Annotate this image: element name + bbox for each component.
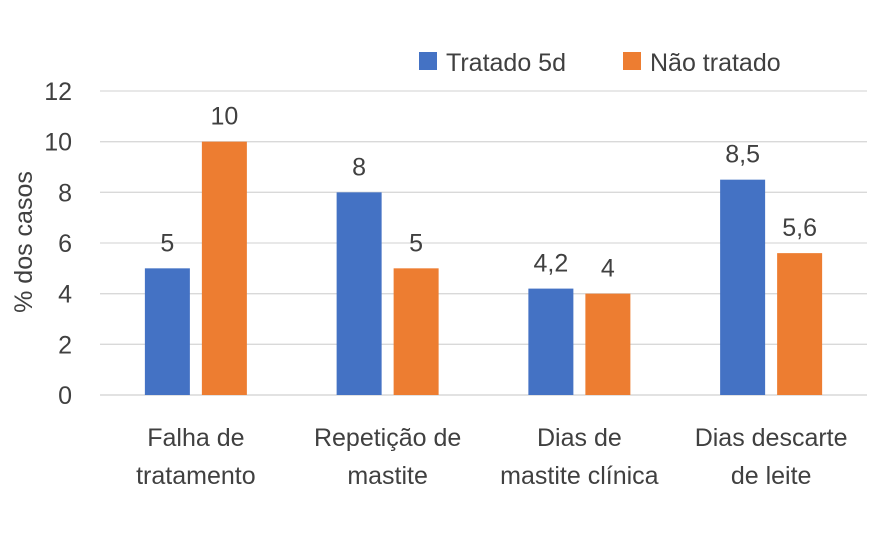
bar-series-0-cat-2 bbox=[528, 288, 574, 395]
x-axis-categories: Falha de tratamento Repetição de mastite Dia… bbox=[136, 424, 847, 490]
bar-series-1-cat-0 bbox=[201, 141, 247, 395]
legend: Tratado 5d Não tratado bbox=[419, 49, 781, 77]
bar-series-0-cat-0 bbox=[144, 268, 190, 395]
y-tick-label: 0 bbox=[58, 382, 72, 410]
y-axis-title: % dos casos bbox=[10, 171, 38, 313]
data-label: 4 bbox=[601, 255, 615, 283]
legend-label-series-0: Tratado 5d bbox=[446, 49, 566, 77]
y-tick-label: 2 bbox=[58, 331, 72, 359]
x-category-label: mastite clínica bbox=[500, 462, 658, 490]
data-label: 8,5 bbox=[725, 141, 760, 169]
data-label: 10 bbox=[210, 103, 238, 131]
x-category-label: mastite bbox=[347, 462, 428, 490]
x-category-label: tratamento bbox=[136, 462, 256, 490]
x-category-label: de leite bbox=[731, 462, 812, 490]
y-axis-ticks: 0 2 4 6 8 10 12 bbox=[44, 78, 72, 410]
x-category-label: Falha de bbox=[147, 424, 244, 452]
y-tick-label: 8 bbox=[58, 179, 72, 207]
bar-series-0-cat-3 bbox=[720, 179, 766, 395]
data-label: 5 bbox=[409, 229, 423, 257]
x-category-label: Repetição de bbox=[314, 424, 461, 452]
data-label: 5,6 bbox=[782, 214, 817, 242]
bar-series-1-cat-1 bbox=[393, 268, 439, 395]
legend-label-series-1: Não tratado bbox=[650, 49, 781, 77]
data-labels: 5 10 8 5 4,2 4 8,5 5,6 bbox=[160, 103, 817, 283]
bar-series-1-cat-3 bbox=[777, 253, 823, 395]
bar-series-0-cat-1 bbox=[336, 192, 382, 395]
bars bbox=[144, 141, 823, 395]
data-label: 8 bbox=[352, 153, 366, 181]
x-category-label: Dias descarte bbox=[695, 424, 848, 452]
y-tick-label: 12 bbox=[44, 78, 72, 106]
data-label: 5 bbox=[160, 229, 174, 257]
y-tick-label: 6 bbox=[58, 230, 72, 258]
legend-swatch-series-0 bbox=[419, 52, 437, 70]
data-label: 4,2 bbox=[533, 250, 568, 278]
y-tick-label: 4 bbox=[58, 281, 72, 309]
y-tick-label: 10 bbox=[44, 129, 72, 157]
x-category-label: Dias de bbox=[537, 424, 622, 452]
legend-swatch-series-1 bbox=[623, 52, 641, 70]
bar-series-1-cat-2 bbox=[585, 293, 631, 395]
